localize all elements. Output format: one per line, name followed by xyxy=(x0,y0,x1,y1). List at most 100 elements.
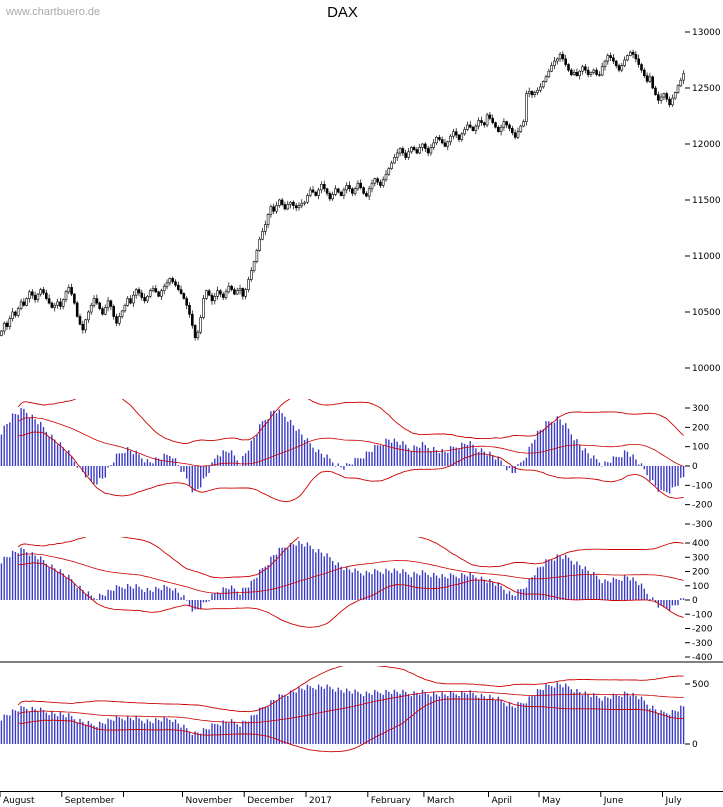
histogram-bar xyxy=(475,448,477,466)
histogram-bar xyxy=(129,450,132,466)
histogram-bar xyxy=(567,557,570,600)
histogram-bar xyxy=(435,575,438,600)
histogram-bar xyxy=(247,721,250,744)
candle-body xyxy=(325,188,329,194)
histogram-bar xyxy=(132,454,135,466)
histogram-bar xyxy=(146,588,149,600)
histogram-bar xyxy=(334,691,337,744)
histogram-bar xyxy=(632,577,634,600)
candle-body xyxy=(345,185,349,191)
histogram-bar xyxy=(497,582,499,600)
histogram-bar xyxy=(654,709,657,744)
price-panel xyxy=(0,49,685,341)
histogram-bar xyxy=(118,586,120,600)
histogram-bar xyxy=(48,715,50,744)
histogram-bar xyxy=(427,694,429,744)
candle-body xyxy=(592,69,596,73)
histogram-bar xyxy=(452,692,455,744)
histogram-bar xyxy=(40,421,42,466)
histogram-bar xyxy=(298,687,300,744)
histogram-bar xyxy=(343,692,345,744)
histogram-bar xyxy=(444,694,446,744)
histogram-bar xyxy=(93,466,95,484)
histogram-bar xyxy=(113,720,115,744)
histogram-bar xyxy=(45,712,47,744)
histogram-bar xyxy=(621,457,623,466)
histogram-bar xyxy=(228,589,230,600)
candle-body xyxy=(277,199,281,206)
candle-body xyxy=(104,307,107,315)
histogram-bar xyxy=(90,595,92,600)
histogram-bar xyxy=(598,462,601,466)
histogram-bar xyxy=(275,413,278,466)
histogram-bar xyxy=(553,560,556,600)
histogram-bar xyxy=(242,720,244,744)
histogram-bar xyxy=(376,570,379,600)
histogram-bar xyxy=(528,446,530,466)
y-tick-label: 0 xyxy=(692,740,698,750)
candle-body xyxy=(404,152,408,158)
histogram-bar xyxy=(11,550,14,600)
histogram-bar xyxy=(461,442,463,466)
histogram-bar xyxy=(388,570,390,600)
candle-body xyxy=(205,290,208,299)
histogram-bar xyxy=(604,579,606,600)
histogram-bar xyxy=(612,693,615,744)
histogram-bar xyxy=(562,687,564,744)
histogram-bar xyxy=(284,547,286,600)
candle-body xyxy=(221,293,225,298)
histogram-bar xyxy=(469,572,471,600)
histogram-bar xyxy=(607,462,609,466)
histogram-bar xyxy=(292,425,295,466)
histogram-bar xyxy=(402,441,404,466)
histogram-bar xyxy=(295,545,297,600)
candle-body xyxy=(350,188,354,194)
histogram-bar xyxy=(261,568,264,600)
histogram-bar xyxy=(413,445,415,466)
candle-body xyxy=(547,70,551,78)
histogram-bar xyxy=(379,693,382,744)
histogram-bar xyxy=(42,560,45,600)
candle-body xyxy=(407,151,410,158)
histogram-bar xyxy=(42,710,45,744)
candle-body xyxy=(146,295,149,302)
histogram-bar xyxy=(489,451,491,466)
histogram-bar xyxy=(626,451,629,466)
candle-body xyxy=(42,289,45,294)
histogram-bar xyxy=(149,590,151,600)
histogram-bar xyxy=(332,462,334,466)
histogram-bar xyxy=(385,568,387,600)
histogram-bar xyxy=(59,712,62,744)
histogram-bar xyxy=(9,557,11,600)
histogram-bar xyxy=(267,564,269,600)
histogram-bar xyxy=(174,719,177,744)
candle-body xyxy=(415,149,419,154)
histogram-bar xyxy=(435,694,438,744)
histogram-bar xyxy=(211,462,213,466)
candle-body xyxy=(61,299,65,307)
histogram-bar xyxy=(559,419,561,466)
candle-body xyxy=(519,125,523,132)
histogram-bar xyxy=(652,705,654,744)
histogram-bar xyxy=(671,710,674,744)
candle-body xyxy=(460,133,464,140)
histogram-bar xyxy=(421,441,424,466)
histogram-bar xyxy=(141,589,143,600)
histogram-bar xyxy=(416,573,418,600)
candle-body xyxy=(339,191,343,196)
histogram-bar xyxy=(348,569,351,600)
histogram-bar xyxy=(312,447,314,466)
histogram-bar xyxy=(138,454,140,466)
histogram-bar xyxy=(351,693,353,744)
histogram-bar xyxy=(45,563,47,600)
histogram-bar xyxy=(466,576,469,600)
histogram-bar xyxy=(660,600,662,606)
histogram-bar xyxy=(68,450,70,466)
histogram-bar xyxy=(31,414,33,466)
histogram-bar xyxy=(623,575,626,600)
histogram-bar xyxy=(528,696,530,744)
histogram-bar xyxy=(579,565,581,600)
histogram-bar xyxy=(652,597,654,600)
histogram-bar xyxy=(556,682,558,744)
candle-body xyxy=(162,285,166,292)
